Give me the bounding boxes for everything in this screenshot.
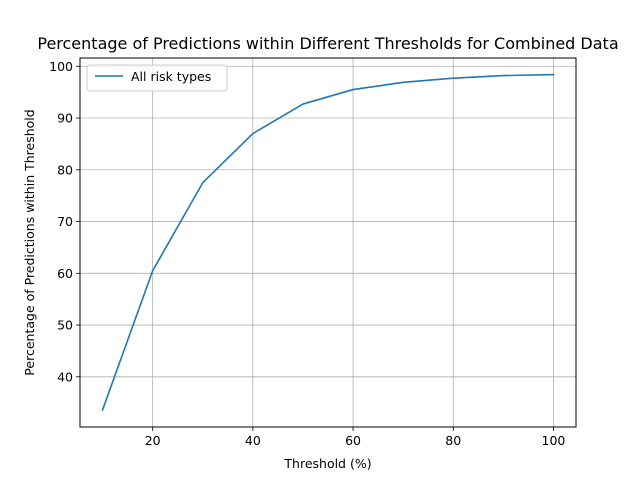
y-tick-label: 40	[57, 369, 73, 384]
series-line	[101, 73, 555, 411]
x-tick-label: 40	[245, 433, 261, 448]
legend-label: All risk types	[131, 69, 211, 84]
data-point	[101, 408, 104, 411]
legend-box	[86, 64, 228, 92]
data-point	[452, 77, 455, 80]
data-point	[402, 81, 405, 84]
y-tick-label: 70	[57, 214, 73, 229]
data-point	[301, 103, 304, 106]
y-tick-label: 50	[57, 318, 73, 333]
gridlines	[80, 58, 576, 427]
y-tick-label: 100	[49, 59, 73, 74]
data-point	[352, 88, 355, 91]
x-tick-label: 80	[445, 433, 461, 448]
data-point	[502, 74, 505, 77]
plot-area	[101, 73, 555, 411]
axes-frame	[79, 57, 577, 428]
x-tick-label: 20	[145, 433, 161, 448]
data-point	[201, 181, 204, 184]
x-axis-label: Threshold (%)	[283, 456, 371, 471]
data-point	[552, 73, 555, 76]
legend: All risk types	[86, 64, 228, 92]
y-tick-label: 80	[57, 162, 73, 177]
y-tick-label: 60	[57, 266, 73, 281]
data-point	[151, 269, 154, 272]
y-tick-label: 90	[57, 111, 73, 126]
x-tick-label: 60	[345, 433, 361, 448]
data-point	[251, 132, 254, 135]
chart-title: Percentage of Predictions within Differe…	[37, 34, 618, 53]
x-tick-label: 100	[542, 433, 566, 448]
y-axis-label: Percentage of Predictions within Thresho…	[22, 109, 37, 375]
axis-ticks: 20 40 60 80 100 40 50 60 70 80 90 100	[49, 59, 565, 448]
